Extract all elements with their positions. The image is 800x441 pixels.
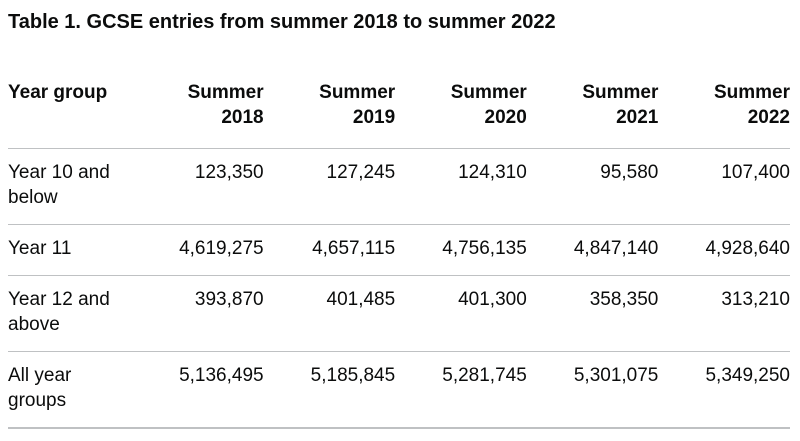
cell-value: 5,301,075: [526, 351, 659, 429]
header-summer-2020: Summer 2020: [395, 80, 527, 149]
header-summer-2019: Summer 2019: [263, 80, 396, 149]
table-row-year-10-and-below: Year 10 and below 123,350 127,245 124,31…: [8, 148, 790, 225]
table-container: Year group Summer 2018 Summer 2019 Summe…: [8, 80, 790, 429]
cell-value: 4,619,275: [132, 224, 264, 276]
row-label: Year 10 and below: [8, 148, 132, 225]
table-row-year-12-and-above: Year 12 and above 393,870 401,485 401,30…: [8, 275, 790, 352]
cell-value: 5,185,845: [263, 351, 396, 429]
table-body: Year 10 and below 123,350 127,245 124,31…: [8, 148, 790, 429]
header-summer-2018: Summer 2018: [132, 80, 264, 149]
cell-value: 123,350: [132, 148, 264, 225]
table-row-year-11: Year 11 4,619,275 4,657,115 4,756,135 4,…: [8, 224, 790, 276]
header-summer-2021: Summer 2021: [526, 80, 659, 149]
row-label: Year 12 and above: [8, 275, 132, 352]
cell-value: 401,485: [263, 275, 396, 352]
cell-value: 5,349,250: [658, 351, 790, 429]
cell-value: 393,870: [132, 275, 264, 352]
header-summer-2022: Summer 2022: [658, 80, 790, 149]
cell-value: 4,756,135: [395, 224, 527, 276]
table-row-all-year-groups: All year groups 5,136,495 5,185,845 5,28…: [8, 351, 790, 429]
cell-value: 4,657,115: [263, 224, 396, 276]
cell-value: 5,136,495: [132, 351, 264, 429]
cell-value: 95,580: [526, 148, 659, 225]
cell-value: 107,400: [658, 148, 790, 225]
cell-value: 5,281,745: [395, 351, 527, 429]
cell-value: 124,310: [395, 148, 527, 225]
table-header: Year group Summer 2018 Summer 2019 Summe…: [8, 80, 790, 149]
cell-value: 127,245: [263, 148, 396, 225]
cell-value: 4,928,640: [658, 224, 790, 276]
table-title: Table 1. GCSE entries from summer 2018 t…: [8, 11, 556, 33]
row-label: All year groups: [8, 351, 132, 429]
cell-value: 401,300: [395, 275, 527, 352]
header-row: Year group Summer 2018 Summer 2019 Summe…: [8, 80, 790, 149]
gcse-entries-table: Year group Summer 2018 Summer 2019 Summe…: [8, 80, 790, 429]
cell-value: 4,847,140: [526, 224, 659, 276]
row-label: Year 11: [8, 224, 132, 276]
cell-value: 358,350: [526, 275, 659, 352]
cell-value: 313,210: [658, 275, 790, 352]
header-year-group: Year group: [8, 80, 132, 149]
page: Table 1. GCSE entries from summer 2018 t…: [8, 11, 790, 429]
